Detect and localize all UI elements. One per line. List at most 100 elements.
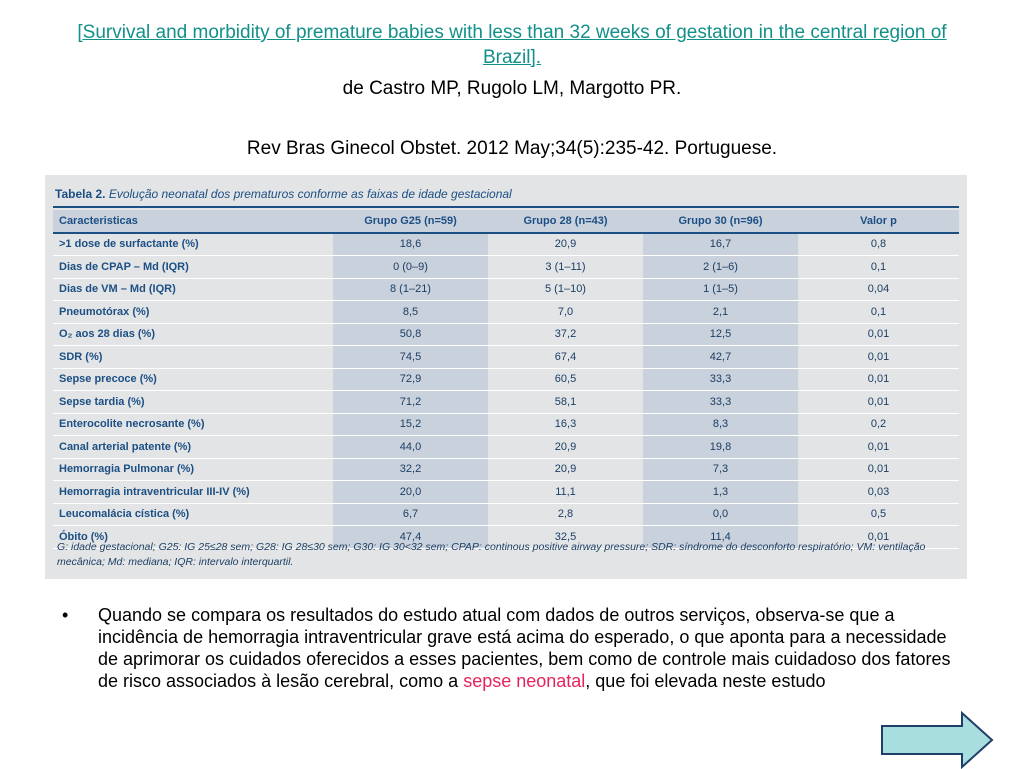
table-cell: 0,03 [798,480,959,504]
table-cell: 32,2 [333,458,488,481]
column-header: Grupo 28 (n=43) [488,210,643,234]
row-label: Enterocolite necrosante (%) [53,413,333,436]
table-caption-label: Tabela 2. [55,187,106,201]
table-cell: 5 (1–10) [488,278,643,301]
table-cell: 0,01 [798,345,959,369]
bullet-text: Quando se compara os resultados do estud… [98,604,958,692]
table-cell: 8,5 [333,300,488,324]
table-row: Sepse precoce (%) 72,9 60,5 33,3 0,01 [53,368,959,391]
table-body: >1 dose de surfactante (%) 18,6 20,9 16,7 0,… [53,232,959,549]
table-cell: 0,01 [798,368,959,391]
row-label: Óbito (%) [53,525,333,549]
column-header: Grupo 30 (n=96) [643,210,798,234]
right-arrow-icon[interactable] [880,711,996,769]
row-label: Dias de VM – Md (IQR) [53,278,333,301]
table-cell: 0 (0–9) [333,255,488,279]
table-cell: 20,9 [488,458,643,481]
table-cell: 0,04 [798,278,959,301]
table-row: >1 dose de surfactante (%) 18,6 20,9 16,7 0,… [53,232,959,256]
table-cell: 0,5 [798,503,959,526]
table-cell: 0,1 [798,255,959,279]
table-cell: 71,2 [333,390,488,414]
table-cell: 74,5 [333,345,488,369]
table-cell: 33,3 [643,368,798,391]
row-label: O₂ aos 28 dias (%) [53,323,333,346]
table-cell: 20,9 [488,435,643,459]
table-row: Leucomalácia cística (%) 6,7 2,8 0,0 0,5 [53,503,959,526]
table-cell: 60,5 [488,368,643,391]
table-cell: 1 (1–5) [643,278,798,301]
article-citation: Rev Bras Ginecol Obstet. 2012 May;34(5):… [246,138,778,159]
bullet-text-after: , que foi elevada neste estudo [585,671,826,691]
row-label: Canal arterial patente (%) [53,435,333,459]
table-cell: 0,8 [798,232,959,256]
table-cell: 19,8 [643,435,798,459]
table-cell: 6,7 [333,503,488,526]
table-cell: 33,3 [643,390,798,414]
table-cell: 2 (1–6) [643,255,798,279]
table-cell: 67,4 [488,345,643,369]
table-footnote: G: idade gestacional; G25: IG 25≤28 sem;… [57,541,926,568]
table-cell: 12,5 [643,323,798,346]
table-cell: 20,0 [333,480,488,504]
column-header: Grupo G25 (n=59) [333,210,488,234]
table-cell: 16,3 [488,413,643,436]
row-label: Hemorragia intraventricular III-IV (%) [53,480,333,504]
table-cell: 8,3 [643,413,798,436]
column-header: Valor p [798,210,959,234]
table-row: Pneumotórax (%) 8,5 7,0 2,1 0,1 [53,300,959,324]
table-cell: 0,01 [798,390,959,414]
row-label: Sepse tardia (%) [53,390,333,414]
table-cell: 72,9 [333,368,488,391]
table-cell: 8 (1–21) [333,278,488,301]
table-cell: 58,1 [488,390,643,414]
table-row: O₂ aos 28 dias (%) 50,8 37,2 12,5 0,01 [53,323,959,346]
table-cell: 0,0 [643,503,798,526]
row-label: Pneumotórax (%) [53,300,333,324]
table-row: SDR (%) 74,5 67,4 42,7 0,01 [53,345,959,369]
table-cell: 0,01 [798,458,959,481]
table-caption-text: Evolução neonatal dos prematuros conform… [108,187,512,201]
table-row: Óbito (%) 47,4 32,5 11,4 0,01 [53,525,959,549]
table-cell: 7,0 [488,300,643,324]
row-label: Leucomalácia cística (%) [53,503,333,526]
row-label: Sepse precoce (%) [53,368,333,391]
table-row: Enterocolite necrosante (%) 15,2 16,3 8,3 0,… [53,413,959,436]
row-label: >1 dose de surfactante (%) [53,232,333,256]
table-figure: Tabela 2. Evolução neonatal dos prematur… [45,175,967,579]
neonatal-outcomes-table: Caracteristicas Grupo G25 (n=59) Grupo 2… [53,210,959,549]
table-cell: 0,2 [798,413,959,436]
table-row: Sepse tardia (%) 71,2 58,1 33,3 0,01 [53,390,959,414]
table-header-row: Caracteristicas Grupo G25 (n=59) Grupo 2… [53,210,959,234]
table-cell: 0,01 [798,525,959,549]
table-cell: 20,9 [488,232,643,256]
table-row: Dias de VM – Md (IQR) 8 (1–21) 5 (1–10) 1 (… [53,278,959,301]
article-title-link[interactable]: [Survival and morbidity of premature bab… [77,22,947,68]
bullet-highlight: sepse neonatal [463,671,586,691]
table-cell: 0,01 [798,435,959,459]
row-label: SDR (%) [53,345,333,369]
table-cell: 1,3 [643,480,798,504]
table-top-rule [53,206,959,208]
table-cell: 50,8 [333,323,488,346]
table-cell: 3 (1–11) [488,255,643,279]
table-cell: 47,4 [333,525,488,549]
table-cell: 0,01 [798,323,959,346]
table-cell: 32,5 [488,525,643,549]
row-label: Dias de CPAP – Md (IQR) [53,255,333,279]
article-authors: de Castro MP, Rugolo LM, Margotto PR. [342,78,682,99]
table-row: Hemorragia intraventricular III-IV (%) 20… [53,480,959,504]
table-caption: Tabela 2. Evolução neonatal dos prematur… [55,187,512,201]
table-cell: 44,0 [333,435,488,459]
table-cell: 18,6 [333,232,488,256]
table-cell: 37,2 [488,323,643,346]
table-cell: 11,4 [643,525,798,549]
bullet-text-before: Quando se compara os resultados do estud… [98,605,951,691]
table-cell: 42,7 [643,345,798,369]
table-cell: 0,1 [798,300,959,324]
table-cell: 15,2 [333,413,488,436]
table-cell: 2,1 [643,300,798,324]
table-cell: 7,3 [643,458,798,481]
table-cell: 2,8 [488,503,643,526]
table-row: Dias de CPAP – Md (IQR) 0 (0–9) 3 (1–11) 2 … [53,255,959,279]
